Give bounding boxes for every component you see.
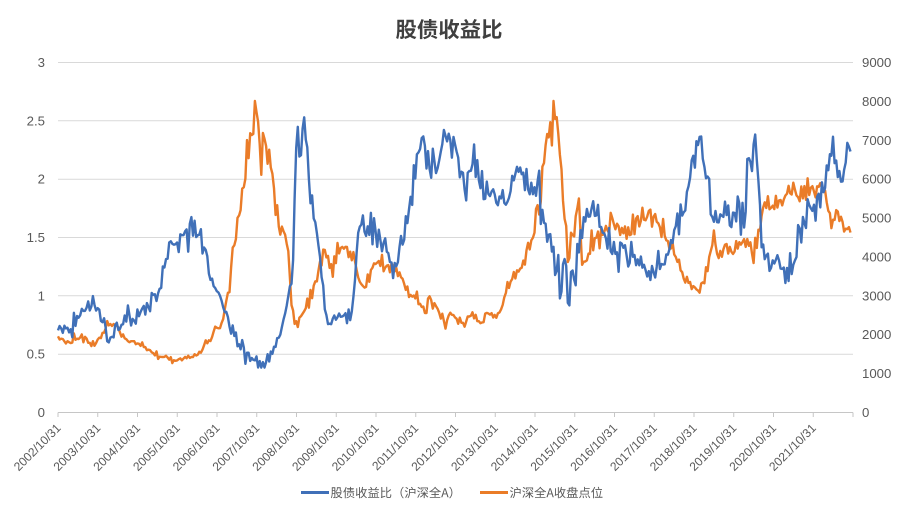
- svg-text:5000: 5000: [862, 211, 891, 226]
- svg-text:2000: 2000: [862, 327, 891, 342]
- svg-text:2: 2: [38, 172, 45, 187]
- svg-text:2.5: 2.5: [27, 113, 45, 128]
- svg-text:0.5: 0.5: [27, 347, 45, 362]
- svg-text:8000: 8000: [862, 94, 891, 109]
- svg-text:0: 0: [38, 405, 45, 420]
- svg-text:3000: 3000: [862, 288, 891, 303]
- svg-text:6000: 6000: [862, 172, 891, 187]
- svg-text:4000: 4000: [862, 249, 891, 264]
- svg-text:0: 0: [862, 405, 869, 420]
- svg-text:1.5: 1.5: [27, 230, 45, 245]
- svg-text:9000: 9000: [862, 55, 891, 70]
- svg-text:3: 3: [38, 55, 45, 70]
- svg-text:1: 1: [38, 288, 45, 303]
- svg-text:7000: 7000: [862, 133, 891, 148]
- svg-text:1000: 1000: [862, 366, 891, 381]
